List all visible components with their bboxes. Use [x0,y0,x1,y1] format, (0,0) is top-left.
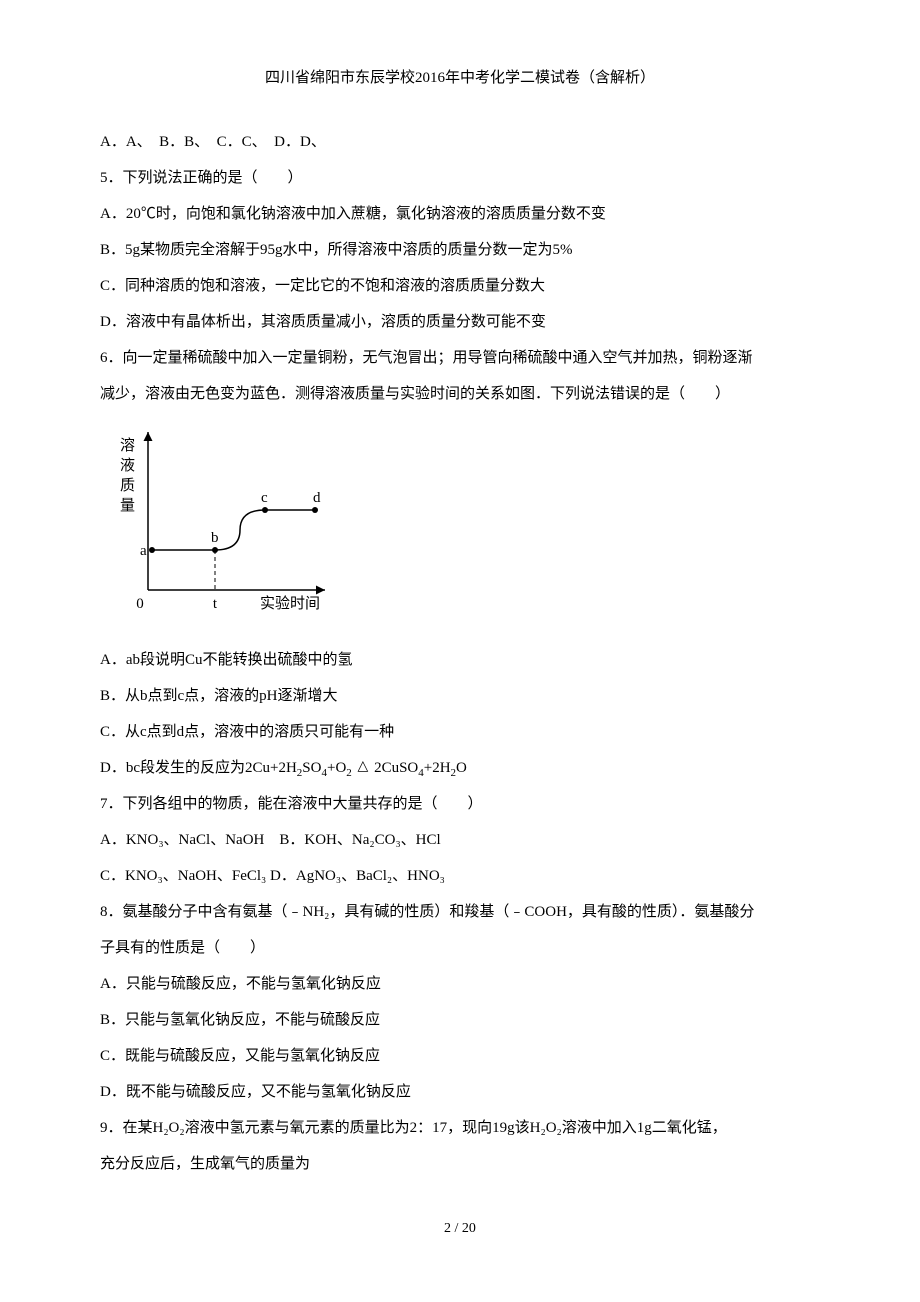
q7-options-cd: C．KNO₃、NaOH、FeCl₃ D．AgNO₃、BaCl₂、HNO₃ [100,858,820,894]
q8-option-d: D．既不能与硫酸反应，又不能与氢氧化钠反应 [100,1074,820,1110]
svg-text:b: b [211,530,219,546]
q8-stem-line2: 子具有的性质是（ ） [100,930,820,966]
q6d-suffix3: O [456,760,467,776]
svg-text:液: 液 [120,457,135,474]
q6d-mid1: SO [302,760,321,776]
q8-option-a: A．只能与硫酸反应，不能与氢氧化钠反应 [100,966,820,1002]
reaction-condition-icon: △ [358,759,369,774]
q6-stem-line1: 6．向一定量稀硫酸中加入一定量铜粉，无气泡冒出；用导管向稀硫酸中通入空气并加热，… [100,340,820,376]
svg-text:0: 0 [136,596,144,612]
q6d-suffix1: 2CuSO [374,760,418,776]
svg-text:t: t [213,596,218,612]
q8-option-b: B．只能与氢氧化钠反应，不能与硫酸反应 [100,1002,820,1038]
svg-text:实验时间: 实验时间 [260,595,320,612]
q6-option-d: D．bc段发生的反应为2Cu+2H2SO4+O2 △ 2CuSO4+2H2O [100,750,820,786]
q7-stem: 7．下列各组中的物质，能在溶液中大量共存的是（ ） [100,786,820,822]
svg-text:质: 质 [120,477,135,494]
q6-option-c: C．从c点到d点，溶液中的溶质只可能有一种 [100,714,820,750]
page-header: 四川省绵阳市东辰学校2016年中考化学二模试卷（含解析） [100,60,820,96]
q9-stem-line1: 9．在某H₂O₂溶液中氢元素与氧元素的质量比为2：17，现向19g该H₂O₂溶液… [100,1110,820,1146]
svg-text:d: d [313,490,321,506]
q7-options-ab: A．KNO₃、NaCl、NaOH B．KOH、Na₂CO₃、HCl [100,822,820,858]
svg-text:a: a [140,543,147,559]
q5-stem: 5．下列说法正确的是（ ） [100,160,820,196]
chart-svg: 溶液质量 0 t 实验时间 a b c d [100,420,330,620]
q5-option-b: B．5g某物质完全溶解于95g水中，所得溶液中溶质的质量分数一定为5% [100,232,820,268]
svg-text:溶: 溶 [120,437,135,454]
q6d-suffix2: +2H [424,760,451,776]
q6-option-b: B．从b点到c点，溶液的pH逐渐增大 [100,678,820,714]
q9-stem-line2: 充分反应后，生成氧气的质量为 [100,1146,820,1182]
svg-text:c: c [261,490,268,506]
page-footer: 2 / 20 [100,1212,820,1246]
q4-options: A．A、 B．B、 C．C、 D．D、 [100,124,820,160]
q6-chart: 溶液质量 0 t 实验时间 a b c d [100,420,820,634]
q6-stem-line2: 减少，溶液由无色变为蓝色．测得溶液质量与实验时间的关系如图．下列说法错误的是（ … [100,376,820,412]
q5-option-d: D．溶液中有晶体析出，其溶质质量减小，溶质的质量分数可能不变 [100,304,820,340]
q5-option-a: A．20℃时，向饱和氯化钠溶液中加入蔗糖，氯化钠溶液的溶质质量分数不变 [100,196,820,232]
q5-option-c: C．同种溶质的饱和溶液，一定比它的不饱和溶液的溶质质量分数大 [100,268,820,304]
q6d-mid2: +O [327,760,346,776]
page: 四川省绵阳市东辰学校2016年中考化学二模试卷（含解析） A．A、 B．B、 C… [0,0,920,1286]
q6-option-a: A．ab段说明Cu不能转换出硫酸中的氢 [100,642,820,678]
q6d-prefix: D．bc段发生的反应为2Cu+2H [100,760,297,776]
svg-text:量: 量 [120,498,135,514]
q8-option-c: C．既能与硫酸反应，又能与氢氧化钠反应 [100,1038,820,1074]
q8-stem-line1: 8．氨基酸分子中含有氨基（﹣NH₂，具有碱的性质）和羧基（﹣COOH，具有酸的性… [100,894,820,930]
